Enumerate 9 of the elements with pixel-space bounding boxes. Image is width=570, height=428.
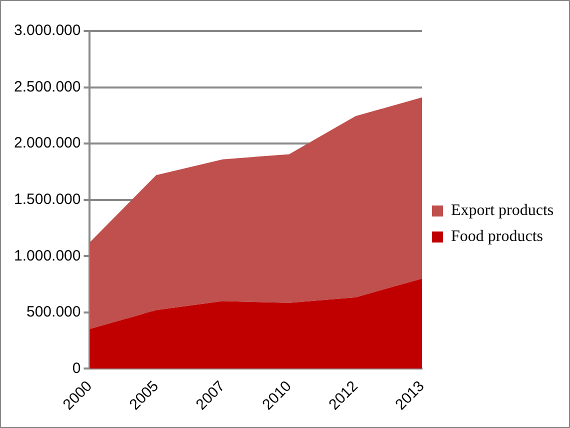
y-tick-label: 1.000.000 (14, 247, 81, 264)
legend-label: Food products (451, 228, 543, 246)
y-tick-label: 1.500.000 (14, 190, 81, 208)
legend-label: Export products (451, 202, 554, 220)
y-tick-label: 2.500.000 (14, 78, 81, 96)
y-tick-label: 3.000.000 (14, 22, 81, 40)
y-tick-label: 2.000.000 (14, 134, 81, 152)
y-tick-label: 0 (72, 360, 81, 377)
y-tick-label: 500.000 (26, 304, 81, 321)
